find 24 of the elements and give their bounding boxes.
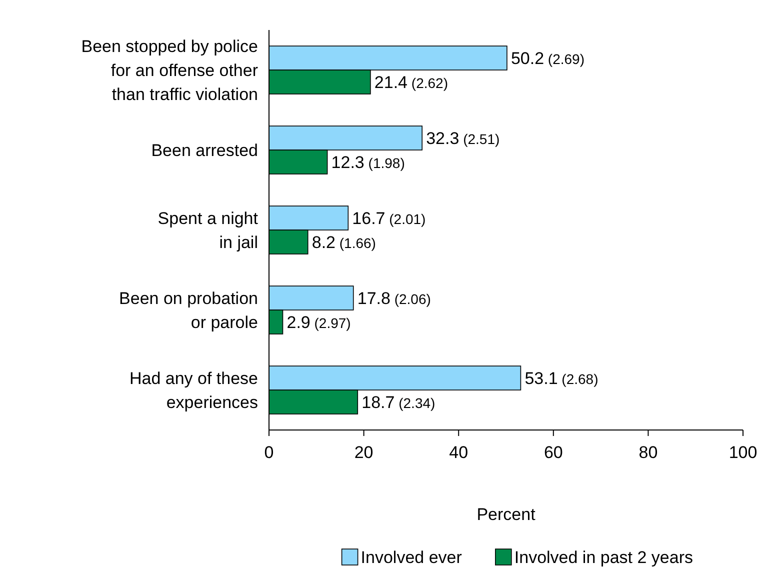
x-tick-label: 60 [544, 443, 563, 462]
y-tick-label: Had any of these experiences [129, 369, 258, 412]
legend-label: Involved in past 2 years [514, 548, 694, 567]
data-label: 8.2 (1.66) [312, 232, 376, 252]
data-label: 53.1 (2.68) [524, 368, 598, 388]
x-tick-label: 80 [638, 443, 658, 462]
data-label: 16.7 (2.01) [352, 208, 426, 228]
data-label: 12.3 (1.98) [331, 152, 405, 172]
x-tick-label: 20 [354, 443, 374, 462]
data-label: 32.3 (2.51) [426, 128, 500, 148]
x-tick-label: 40 [449, 443, 468, 462]
x-tick-label: 0 [264, 443, 274, 462]
legend-label: Involved ever [360, 548, 462, 567]
data-label: 21.4 (2.62) [374, 72, 448, 92]
y-tick-label: Been stopped by police for an offense other than traffic violation [81, 37, 258, 104]
y-tick-label: Been arrested [151, 141, 258, 160]
y-tick-label: Been on probation or parole [119, 289, 258, 332]
data-label: 18.7 (2.34) [362, 392, 436, 412]
data-label: 50.2 (2.69) [510, 48, 585, 68]
x-tick-label: 100 [728, 443, 758, 462]
x-axis-title: Percent [476, 505, 536, 524]
data-label: 17.8 (2.06) [357, 288, 431, 308]
data-label: 2.9 (2.97) [286, 312, 351, 332]
y-tick-label: Spent a night in jail [158, 209, 258, 252]
